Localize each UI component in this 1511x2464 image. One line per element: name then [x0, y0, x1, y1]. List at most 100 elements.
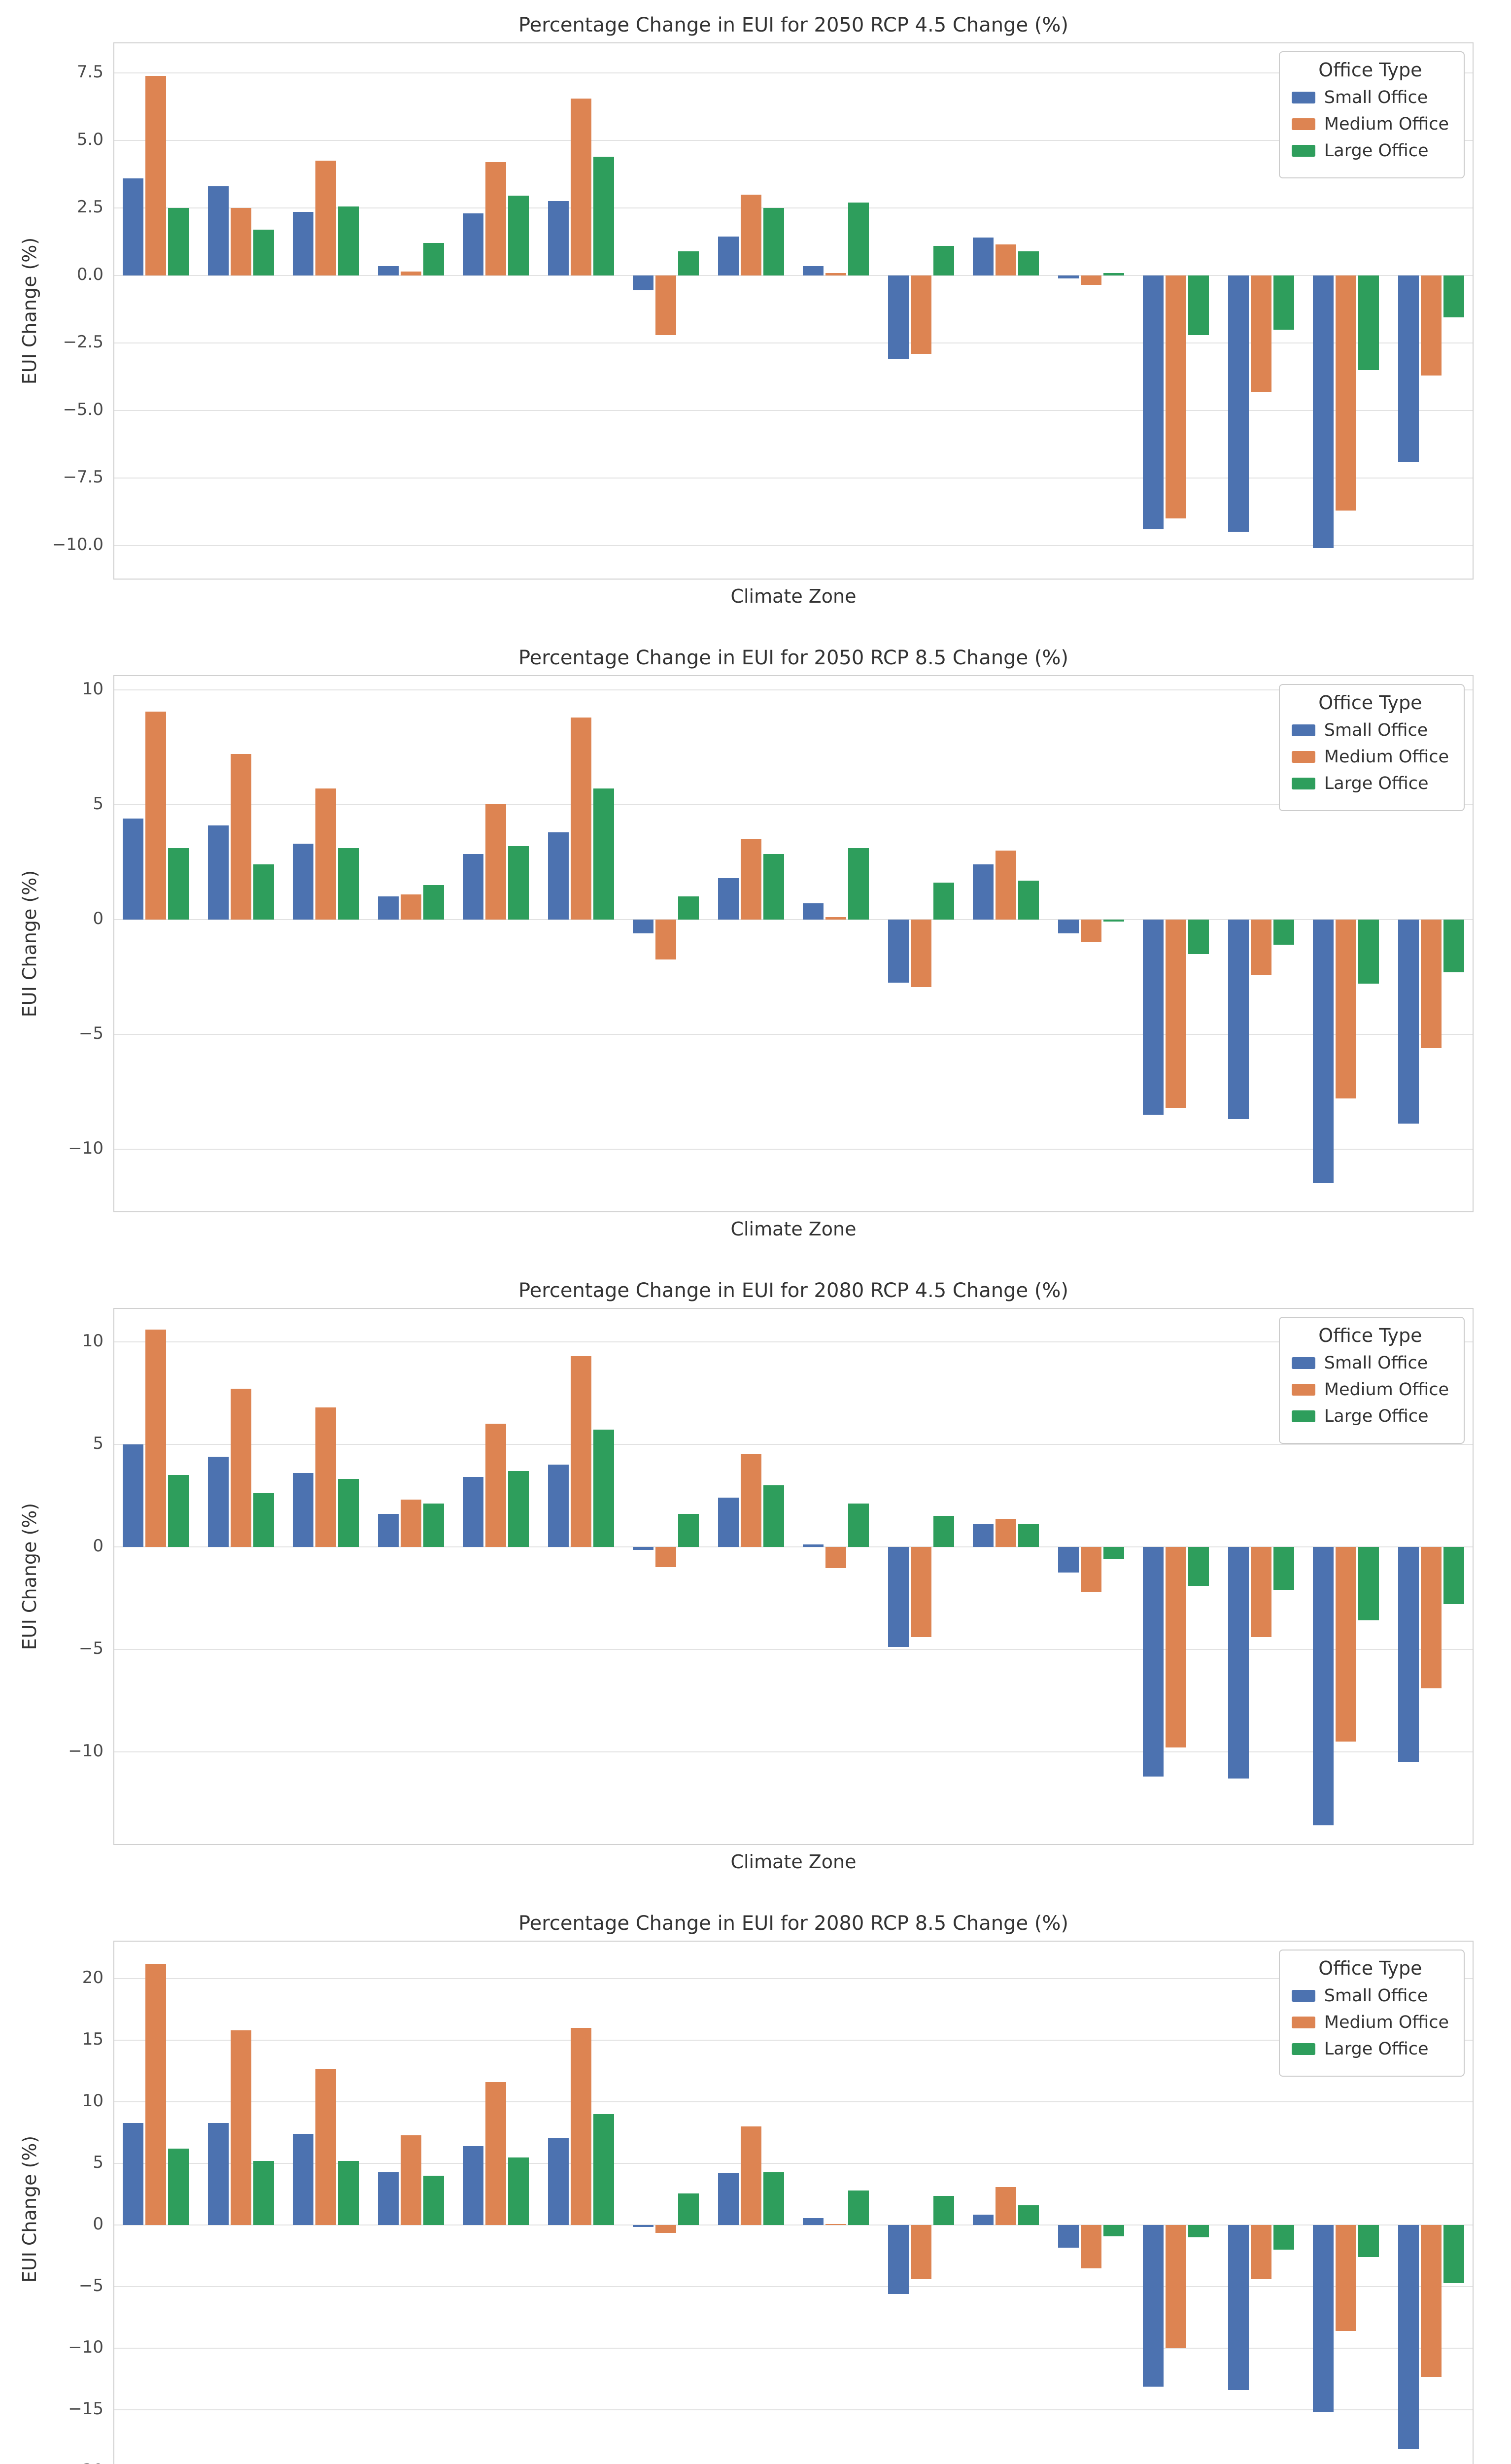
- bar-medium-office: [230, 1389, 251, 1547]
- bar-medium-office: [1420, 919, 1442, 1048]
- x-axis-label: Climate Zone: [730, 585, 857, 607]
- bar-large-office: [338, 206, 359, 276]
- bar-large-office: [933, 883, 954, 920]
- bar-large-office: [1273, 919, 1294, 945]
- bar-large-office: [253, 2161, 274, 2225]
- bar-large-office: [1018, 880, 1039, 920]
- gridline: [114, 140, 1473, 141]
- bar-small-office: [1228, 1546, 1249, 1779]
- bar-small-office: [1398, 275, 1419, 462]
- plot-area: Office Type Small Office Medium Office Larg…: [113, 42, 1474, 580]
- bar-small-office: [803, 903, 824, 920]
- legend-swatch-small-office: [1291, 1990, 1315, 2002]
- bar-large-office: [168, 848, 189, 920]
- bar-medium-office: [1166, 919, 1187, 1108]
- bar-small-office: [973, 864, 994, 920]
- y-tick-label: −10: [68, 1138, 103, 1158]
- y-tick-label: 0.0: [76, 265, 103, 285]
- bar-small-office: [803, 1544, 824, 1547]
- bar-small-office: [718, 1497, 739, 1547]
- legend: Office Type Small Office Medium Office Larg…: [1278, 51, 1465, 178]
- bar-small-office: [803, 2218, 824, 2225]
- gridline: [114, 1648, 1473, 1650]
- y-tick-label: −2.5: [63, 332, 103, 352]
- legend-title: Office Type: [1318, 1325, 1422, 1346]
- bar-medium-office: [740, 1454, 761, 1547]
- bar-small-office: [463, 2146, 484, 2225]
- bar-medium-office: [485, 2082, 507, 2225]
- bar-medium-office: [145, 1329, 167, 1547]
- bar-large-office: [1188, 1546, 1209, 1586]
- bar-large-office: [168, 208, 189, 276]
- gridline: [114, 477, 1473, 479]
- bar-large-office: [933, 245, 954, 276]
- legend-item-small-office: Small Office: [1291, 1986, 1449, 2006]
- gridline: [114, 72, 1473, 74]
- bar-small-office: [378, 266, 399, 276]
- bar-large-office: [1018, 2205, 1039, 2225]
- bar-large-office: [1273, 1546, 1294, 1590]
- bar-large-office: [593, 788, 614, 920]
- bar-small-office: [548, 832, 569, 920]
- y-tick-label: −7.5: [63, 467, 103, 487]
- legend-title: Office Type: [1318, 692, 1422, 714]
- bar-large-office: [1273, 2225, 1294, 2250]
- bar-large-office: [423, 2176, 444, 2225]
- bar-large-office: [1103, 273, 1124, 276]
- bar-medium-office: [570, 717, 591, 920]
- chart-panel-3: Percentage Change in EUI for 2080 RCP 4.…: [0, 1279, 1511, 1912]
- legend-swatch-medium-office: [1291, 751, 1315, 763]
- legend-label: Medium Office: [1324, 114, 1449, 134]
- bar-medium-office: [825, 1546, 847, 1569]
- bar-small-office: [1398, 919, 1419, 1124]
- bar-medium-office: [996, 851, 1017, 920]
- bar-medium-office: [570, 99, 591, 276]
- legend-item-small-office: Small Office: [1291, 88, 1449, 107]
- bar-medium-office: [1336, 275, 1357, 511]
- legend-item-large-office: Large Office: [1291, 1406, 1449, 1426]
- bar-small-office: [1313, 2225, 1334, 2412]
- bar-medium-office: [740, 194, 761, 276]
- legend-swatch-large-office: [1291, 778, 1315, 789]
- legend-label: Large Office: [1324, 2039, 1429, 2059]
- legend-item-medium-office: Medium Office: [1291, 2013, 1449, 2032]
- bar-medium-office: [1420, 2225, 1442, 2377]
- bar-small-office: [123, 2122, 144, 2225]
- legend-item-large-office: Large Office: [1291, 2039, 1449, 2059]
- y-tick-label: 10: [82, 1331, 103, 1351]
- legend-item-large-office: Large Office: [1291, 141, 1449, 161]
- bar-large-office: [1103, 2225, 1124, 2236]
- bar-large-office: [1443, 919, 1464, 972]
- gridline: [114, 1033, 1473, 1035]
- gridline: [114, 2101, 1473, 2102]
- bar-medium-office: [1250, 919, 1271, 975]
- y-tick-label: 2.5: [76, 197, 103, 217]
- x-axis-label: Climate Zone: [730, 1218, 857, 1240]
- bar-small-office: [207, 825, 229, 920]
- bar-small-office: [1143, 1546, 1164, 1777]
- bar-medium-office: [315, 1407, 337, 1547]
- gridline: [114, 1443, 1473, 1445]
- bar-large-office: [593, 1430, 614, 1547]
- bar-medium-office: [1166, 1546, 1187, 1748]
- gridline: [114, 1546, 1473, 1547]
- legend-item-large-office: Large Office: [1291, 774, 1449, 793]
- gridline: [114, 2040, 1473, 2041]
- bar-large-office: [678, 896, 699, 920]
- bar-medium-office: [655, 919, 677, 960]
- gridline: [114, 1148, 1473, 1150]
- bar-medium-office: [655, 275, 677, 335]
- y-tick-label: −5.0: [63, 399, 103, 419]
- bar-small-office: [207, 1456, 229, 1547]
- bar-small-office: [1228, 275, 1249, 532]
- bar-large-office: [678, 2193, 699, 2225]
- bar-medium-office: [1080, 2225, 1101, 2268]
- bar-small-office: [378, 2172, 399, 2225]
- bar-large-office: [1358, 919, 1379, 984]
- bar-medium-office: [1250, 1546, 1271, 1637]
- legend-title: Office Type: [1318, 1957, 1422, 1979]
- bar-small-office: [123, 178, 144, 276]
- legend-swatch-medium-office: [1291, 1384, 1315, 1396]
- y-tick-label: −5: [78, 1023, 103, 1043]
- bar-medium-office: [1080, 919, 1101, 943]
